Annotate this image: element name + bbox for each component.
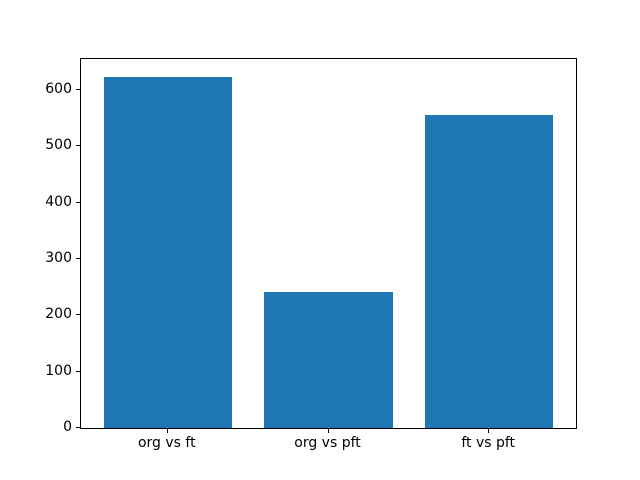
- bar-ft-vs-pft: [424, 115, 554, 428]
- bar-org-vs-ft: [103, 76, 233, 428]
- y-tick-label: 200: [45, 306, 72, 323]
- y-tick: [76, 258, 80, 259]
- x-tick-label: org vs pft: [294, 435, 361, 451]
- x-tick-label: ft vs pft: [461, 435, 516, 451]
- x-tick: [327, 429, 329, 433]
- y-tick: [76, 145, 80, 147]
- x-tick: [488, 429, 490, 433]
- x-tick-label: org vs ft: [137, 435, 196, 451]
- x-tick: [166, 429, 168, 433]
- y-tick-label: 500: [45, 137, 72, 154]
- y-tick: [76, 427, 80, 428]
- bar-org-vs-pft: [264, 292, 393, 428]
- y-tick: [76, 370, 80, 372]
- y-tick-label: 400: [45, 193, 72, 210]
- y-tick-label: 100: [45, 362, 72, 379]
- y-tick: [76, 201, 80, 203]
- plot-area: [80, 58, 577, 429]
- y-tick-label: 300: [45, 250, 72, 266]
- y-tick: [76, 89, 80, 90]
- y-tick-label: 600: [45, 81, 72, 97]
- y-tick-label: 0: [63, 419, 72, 435]
- y-tick: [76, 314, 80, 316]
